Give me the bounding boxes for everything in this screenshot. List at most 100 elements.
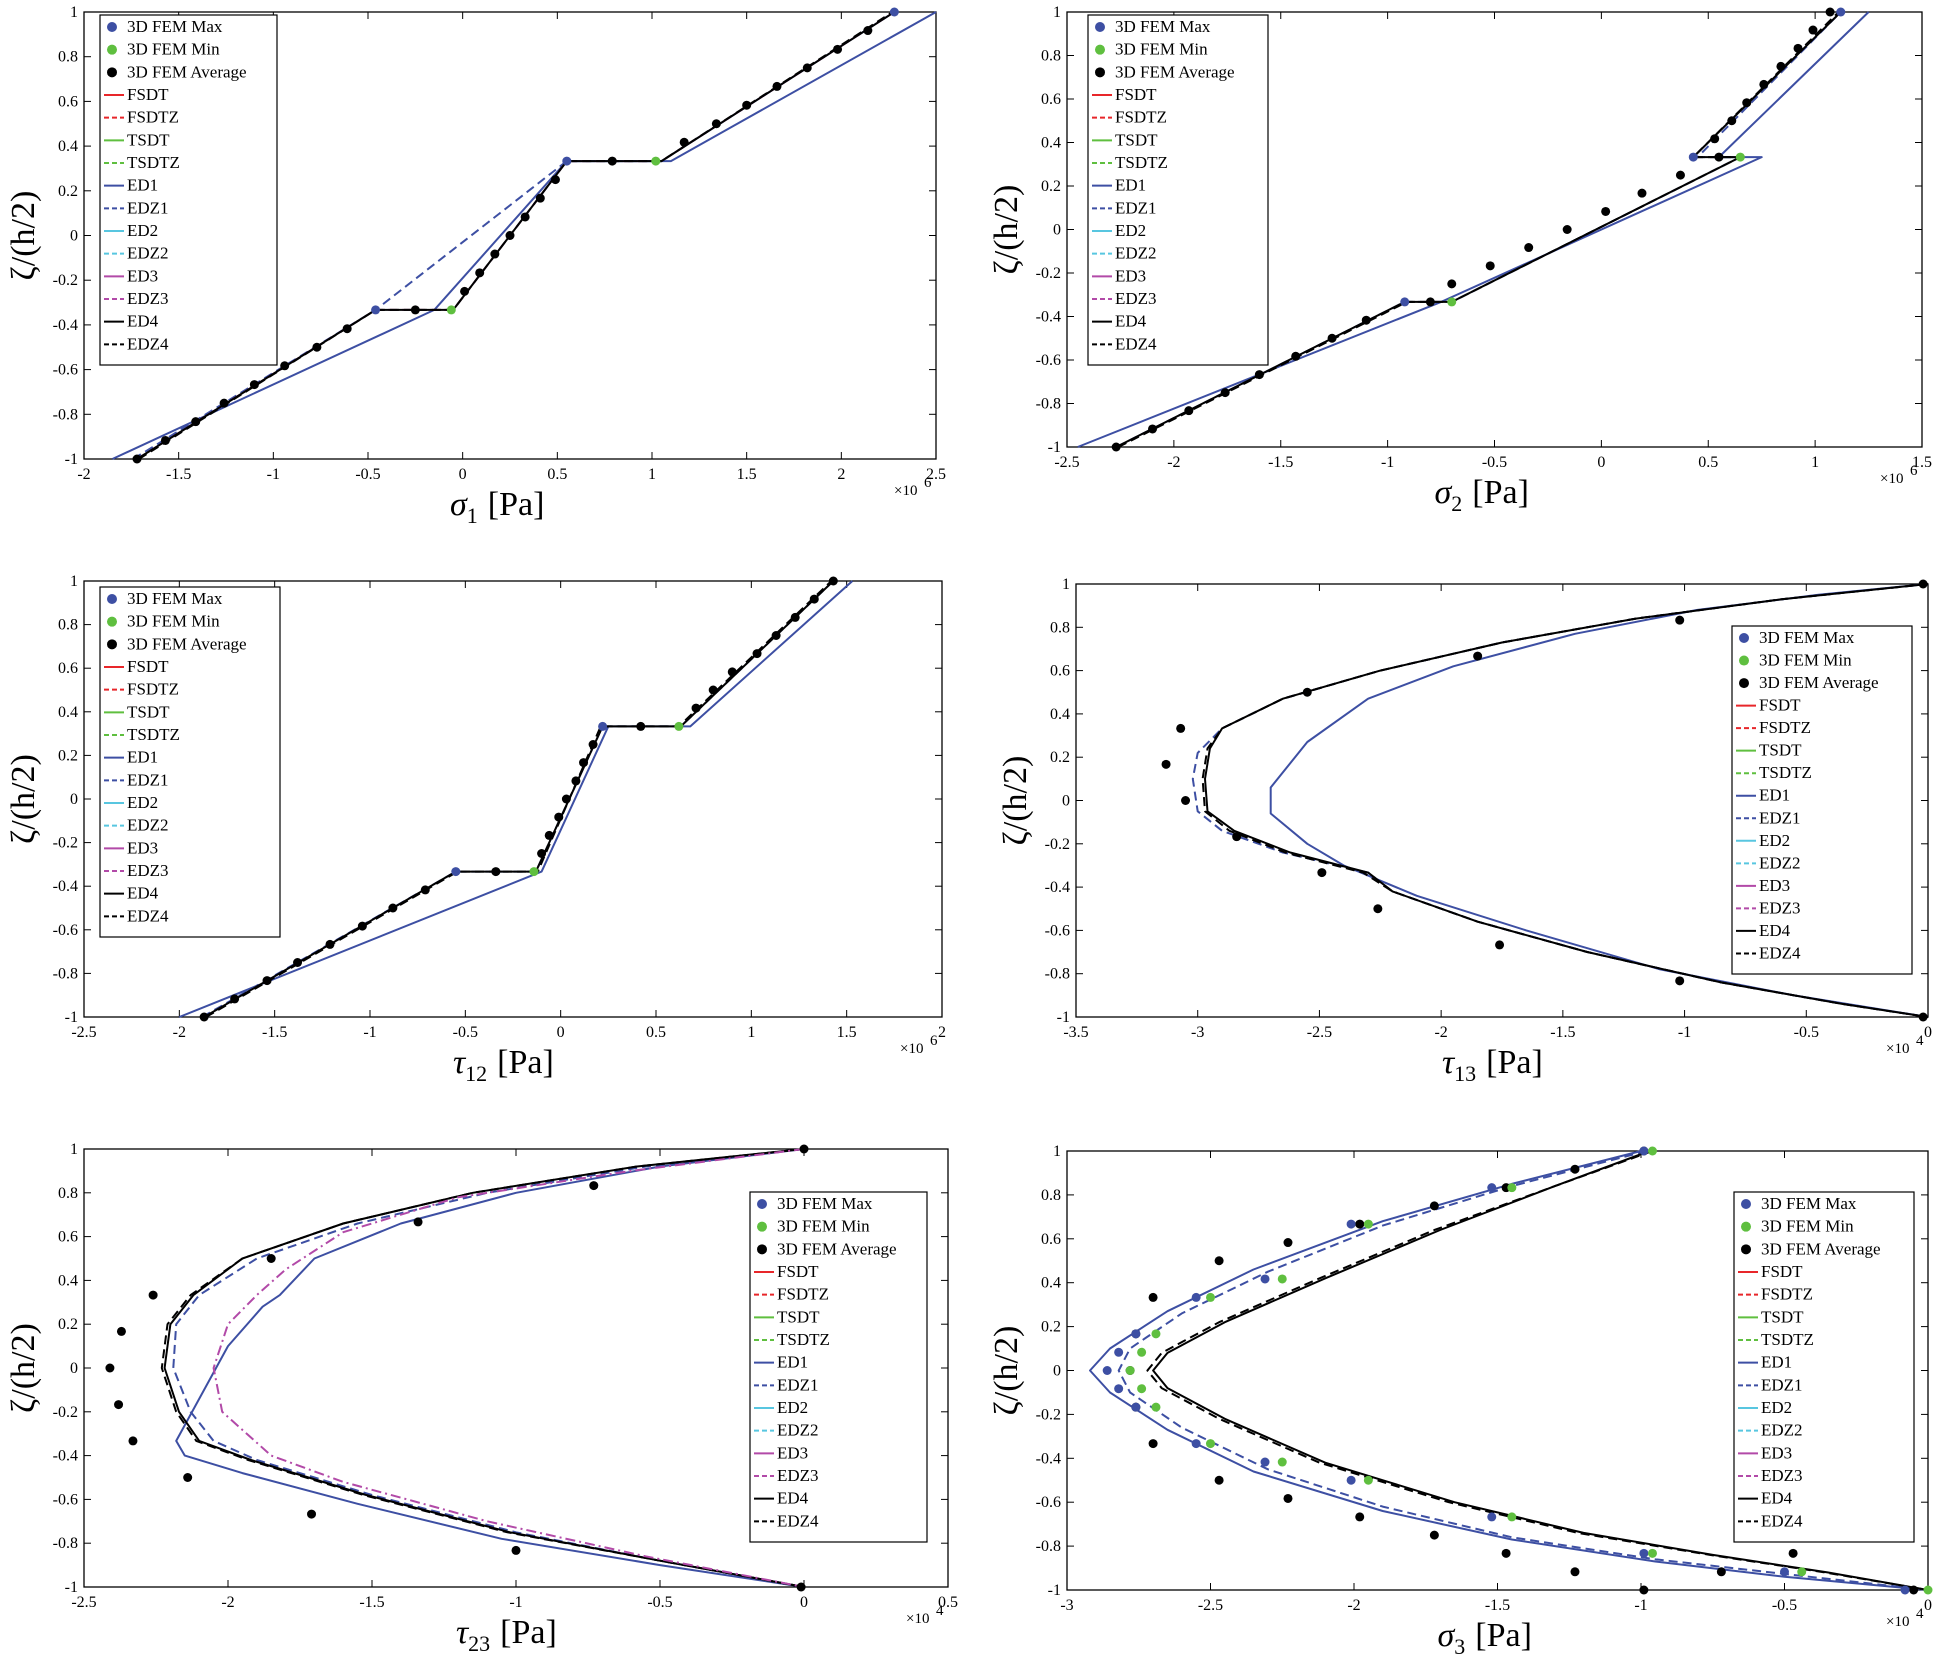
fem-average-point [833, 44, 843, 54]
chart-panel-6: -3 -2.5 -2 -1.5 -1 -0.5 0 -1 -0.8 -0.6 -0.4 -0.2 0 0.… [988, 1143, 1933, 1659]
fem-average-point [1776, 61, 1786, 71]
fem-average-point [1161, 759, 1171, 769]
chart-legend: 3D FEM Max 3D FEM Min 3D FEM Average FSDT FS… [749, 1191, 928, 1543]
series-line-ed4 [163, 1148, 805, 1588]
y-tick-label: -0.4 [1045, 879, 1070, 896]
fem-average-point [1716, 1567, 1726, 1577]
fem-average-point [742, 100, 752, 110]
y-tick-label: -0.6 [1036, 352, 1061, 369]
fem-max-point [1102, 1366, 1112, 1375]
y-tick-label: 0 [70, 1360, 78, 1377]
x-tick-label: -0.5 [1794, 1024, 1819, 1041]
fem-min-point [674, 721, 684, 731]
fem-average-point [460, 286, 470, 296]
fem-average-point [199, 1012, 209, 1022]
series-line-edz1 [172, 1148, 805, 1588]
legend-marker [107, 22, 117, 32]
x-tick-label: 0.5 [1698, 454, 1718, 471]
y-tick-label: -0.8 [1036, 396, 1061, 413]
fem-max-point [1191, 1292, 1201, 1302]
legend-box [99, 586, 281, 938]
y-tick-label: -0.6 [1036, 1494, 1061, 1511]
legend-entry: ED4 [777, 1489, 809, 1508]
x-tick-label: 0 [459, 466, 467, 483]
x-axis-label: τ12 [Pa] [453, 1044, 554, 1086]
fem-average-point [863, 26, 873, 36]
fem-average-point [490, 249, 500, 259]
fem-average-point [571, 776, 581, 786]
fem-average-point [420, 885, 430, 895]
fem-average-point [249, 380, 259, 390]
legend-entry: 3D FEM Average [1759, 673, 1879, 692]
y-tick-label: 0.4 [1041, 1275, 1061, 1292]
legend-entry: FSDTZ [1761, 1285, 1813, 1304]
legend-marker [757, 1199, 767, 1209]
fem-average-point [357, 921, 367, 931]
legend-entry: 3D FEM Average [1115, 62, 1235, 81]
fem-min-point [1137, 1347, 1147, 1357]
legend-entry: 3D FEM Min [127, 40, 220, 59]
y-tick-label: 0.2 [1041, 178, 1061, 195]
y-tick-label: -0.8 [1045, 966, 1070, 983]
x-axis-label: σ1 [Pa] [450, 486, 544, 528]
fem-average-point [266, 1254, 276, 1263]
fem-max-point [562, 156, 572, 166]
fem-max-point [1191, 1439, 1201, 1449]
fem-average-point [1788, 1548, 1798, 1558]
x-axis-multiplier: ×10 [1880, 471, 1903, 487]
series-line-edz4 [1201, 583, 1929, 1018]
fem-average-point [1501, 1548, 1511, 1558]
legend-entry: 3D FEM Max [1759, 628, 1855, 647]
y-tick-label: 0.2 [58, 747, 78, 764]
fem-average-point [388, 903, 398, 913]
fem-average-point [191, 417, 201, 427]
legend-entry: TSDTZ [1115, 153, 1168, 172]
legend-entry: ED3 [777, 1443, 808, 1462]
fem-average-point [1317, 868, 1327, 878]
y-tick-label: -0.4 [1036, 309, 1061, 326]
legend-marker [107, 44, 117, 55]
fem-max-point [1688, 152, 1698, 162]
fem-average-point [520, 212, 530, 222]
series-line-ed1 [1269, 583, 1929, 1018]
x-tick-label: -1 [509, 1594, 522, 1611]
legend-entry: 3D FEM Average [127, 634, 247, 653]
x-tick-label: -0.5 [1772, 1597, 1797, 1614]
legend-entry: EDZ2 [1115, 244, 1157, 263]
x-tick-label: 0 [1924, 1024, 1932, 1041]
x-axis-multiplier: ×10 [900, 1041, 923, 1057]
fem-average-point [491, 867, 501, 877]
series-line-ed1 [1077, 11, 1870, 448]
y-tick-label: -0.6 [53, 362, 78, 379]
legend-entry: ED3 [1759, 876, 1790, 895]
legend-marker [1739, 633, 1749, 643]
y-tick-label: 0 [1053, 1363, 1061, 1380]
fem-average-point [799, 1144, 809, 1154]
fem-min-point [1647, 1146, 1657, 1156]
y-tick-label: 0.4 [1050, 706, 1070, 723]
fem-average-point [1473, 651, 1483, 661]
fem-average-point [1355, 1219, 1365, 1229]
y-tick-label: -0.2 [1045, 836, 1070, 853]
fem-average-point [475, 268, 485, 278]
legend-entry: EDZ2 [1761, 1421, 1803, 1440]
fem-average-point [1327, 333, 1337, 343]
legend-entry: ED2 [1761, 1398, 1792, 1417]
x-tick-label: -2.5 [1198, 1597, 1223, 1614]
legend-entry: ED2 [777, 1398, 808, 1417]
x-tick-label: -1 [363, 1024, 376, 1041]
x-axis-label: τ23 [Pa] [456, 1614, 557, 1656]
legend-entry: 3D FEM Max [1761, 1194, 1857, 1213]
legend-entry: 3D FEM Max [127, 589, 223, 608]
legend-entry: EDZ4 [1761, 1511, 1803, 1530]
fem-average-point [230, 994, 240, 1004]
y-tick-label: 0.8 [58, 49, 78, 66]
x-tick-label: 2.5 [926, 466, 946, 483]
x-tick-label: 0 [1924, 1597, 1932, 1614]
fem-average-point [554, 812, 564, 822]
legend-entry: TSDT [127, 702, 170, 721]
legend-entry: EDZ2 [1759, 853, 1801, 872]
fem-average-point [1495, 940, 1505, 950]
y-tick-label: -1 [65, 1009, 78, 1026]
y-tick-label: 1 [70, 4, 78, 21]
